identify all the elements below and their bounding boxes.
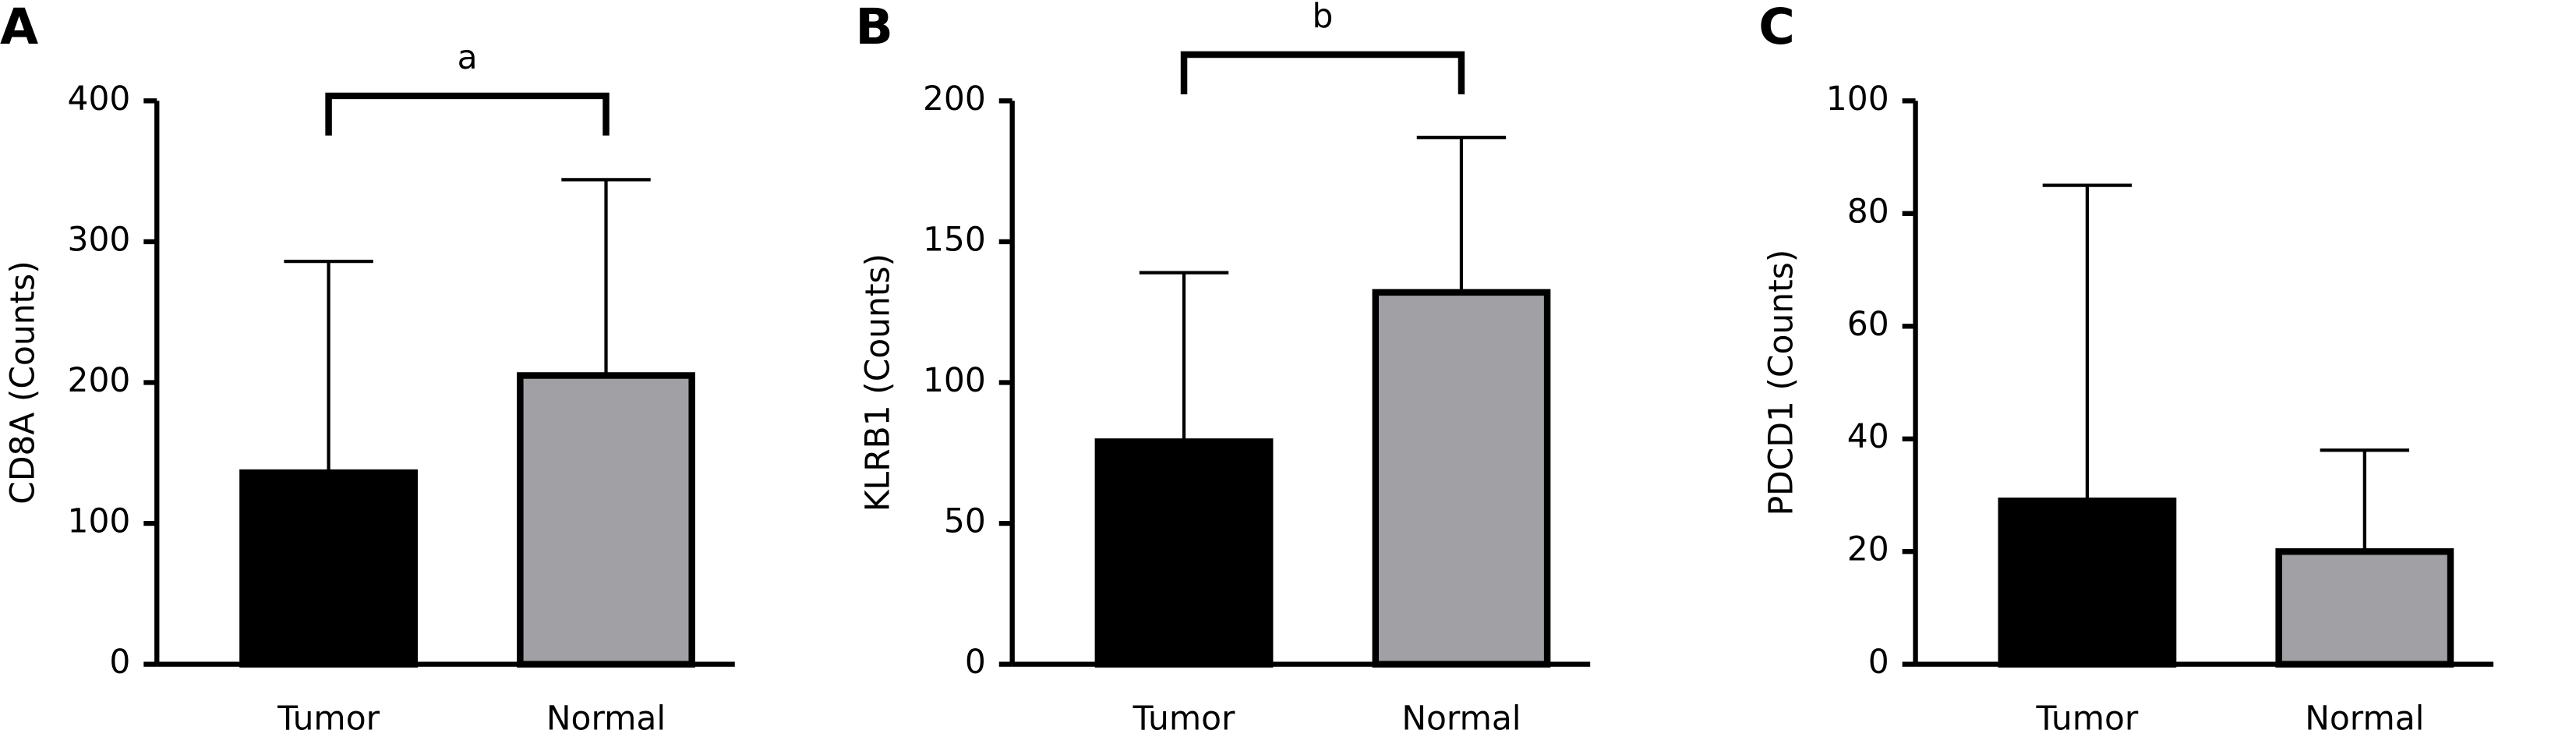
- y-axis-label: KLRB1 (Counts): [859, 253, 897, 512]
- x-tick-label: Tumor: [2035, 699, 2138, 737]
- y-tick-label: 80: [1847, 192, 1889, 230]
- y-tick-label: 60: [1847, 305, 1889, 343]
- bar: [1998, 497, 2177, 668]
- y-axis-label: PDCD1 (Counts): [1762, 250, 1800, 516]
- panel-label: C: [1758, 0, 1795, 55]
- y-tick-label: 40: [1847, 417, 1889, 455]
- y-tick-label: 0: [1868, 643, 1889, 681]
- x-tick-label: Normal: [546, 699, 666, 737]
- bar: [517, 372, 695, 668]
- y-axis-label: CD8A (Counts): [3, 260, 41, 505]
- significance-bracket: [325, 92, 610, 136]
- x-tick-label: Tumor: [1133, 699, 1235, 737]
- y-tick-label: 400: [68, 80, 131, 118]
- x-tick-label: Normal: [2305, 699, 2424, 737]
- y-tick-label: 150: [923, 220, 986, 258]
- bar: [1094, 438, 1274, 668]
- y-tick-label: 20: [1847, 530, 1889, 569]
- y-tick-label: 100: [923, 361, 986, 399]
- bar: [1372, 289, 1551, 668]
- significance-bracket: [1180, 51, 1465, 94]
- y-tick-label: 300: [68, 220, 131, 258]
- x-tick-label: Tumor: [277, 699, 380, 737]
- y-tick-label: 50: [944, 502, 986, 540]
- panel-label: A: [0, 0, 38, 55]
- significance-label: b: [1313, 0, 1334, 35]
- y-tick-label: 100: [68, 502, 131, 540]
- y-tick-label: 0: [965, 643, 986, 681]
- y-tick-label: 0: [109, 643, 130, 681]
- panel-label: B: [855, 0, 892, 55]
- y-tick-label: 200: [923, 80, 986, 118]
- bar: [239, 469, 419, 668]
- bar: [2275, 548, 2454, 668]
- y-tick-label: 200: [68, 361, 131, 399]
- y-tick-label: 100: [1826, 80, 1889, 118]
- x-tick-label: Normal: [1401, 699, 1521, 737]
- significance-label: a: [458, 38, 478, 76]
